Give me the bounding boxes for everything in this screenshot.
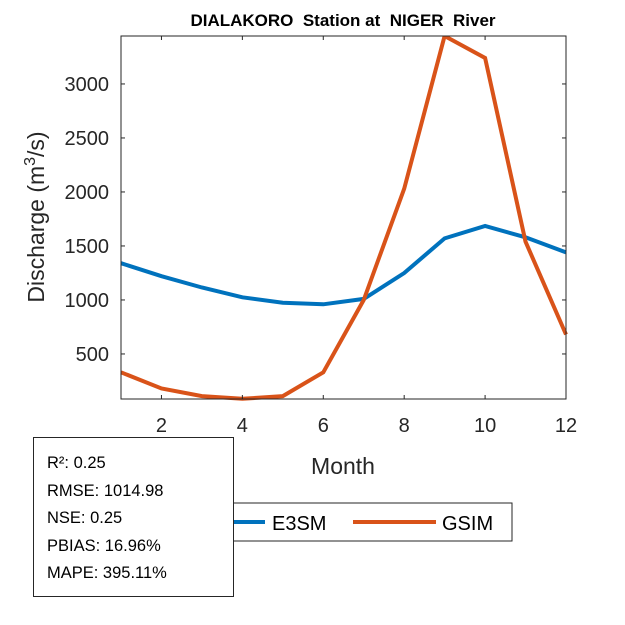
x-axis-label: Month — [311, 453, 375, 479]
series-line-gsim — [120, 36, 568, 401]
stat-nse: NSE: 0.25 — [47, 509, 123, 527]
y-axis-label-prefix: Discharge (m — [23, 166, 49, 303]
legend-label-gsim: GSIM — [442, 513, 493, 535]
stats-annotation-box: R²: 0.25 RMSE: 1014.98 NSE: 0.25 PBIAS: … — [33, 437, 234, 597]
series-line-e3sm — [120, 223, 567, 307]
x-tick-label: 4 — [237, 415, 248, 437]
y-tick-label: 500 — [76, 344, 109, 366]
x-tick-label: 8 — [399, 415, 410, 437]
y-tick-label: 2000 — [65, 182, 110, 204]
x-tick-label: 10 — [474, 415, 496, 437]
x-tick-label: 6 — [318, 415, 329, 437]
y-tick-label: 1000 — [65, 290, 110, 312]
x-tick-label: 2 — [156, 415, 167, 437]
y-axis: 500 1000 1500 2000 2500 3000 — [65, 74, 566, 366]
y-axis-label-superscript: 3 — [22, 157, 39, 166]
stat-rmse: RMSE: 1014.98 — [47, 481, 164, 500]
y-tick-label: 1500 — [65, 236, 110, 258]
y-tick-label: 3000 — [65, 74, 110, 96]
axes-box — [120, 35, 567, 400]
y-axis-label-suffix: /s) — [23, 131, 49, 157]
y-tick-label: 2500 — [65, 128, 110, 150]
chart-title: DIALAKORO Station at NIGER River — [190, 11, 495, 30]
y-axis-label: Discharge (m3/s) — [22, 131, 49, 302]
stat-mape: MAPE: 395.11% — [47, 564, 167, 582]
x-axis: 2 4 6 8 10 12 — [156, 36, 577, 437]
stat-r2: R²: 0.25 — [47, 454, 106, 472]
x-tick-label: 12 — [555, 415, 577, 437]
legend-label-e3sm: E3SM — [272, 513, 326, 535]
plot-area — [120, 36, 568, 401]
stat-pbias: PBIAS: 16.96% — [47, 536, 161, 555]
